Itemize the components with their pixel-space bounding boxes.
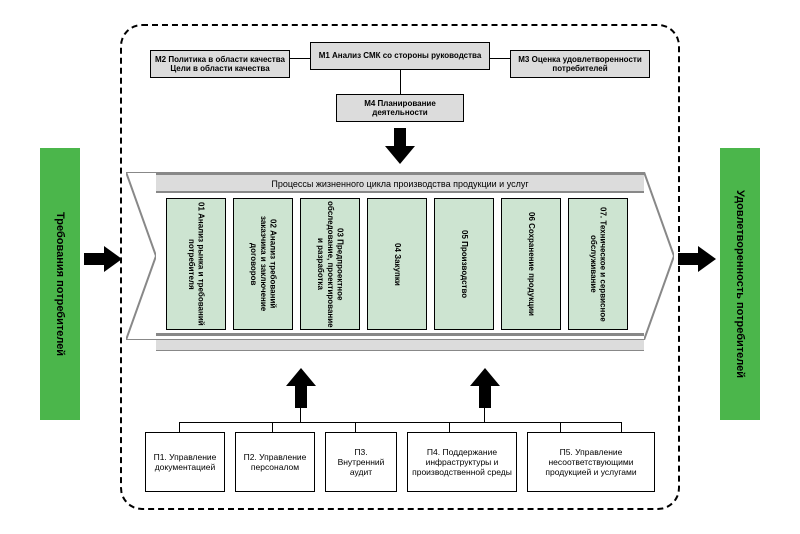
arrow-down-icon	[385, 128, 415, 164]
connector	[290, 58, 310, 59]
core-title-label: Процессы жизненного цикла производства п…	[271, 179, 528, 189]
input-bar: Требования потребителей	[40, 148, 80, 420]
box-m2: М2 Политика в области качества Цели в об…	[150, 50, 290, 78]
proc-04: 04 Закупки	[367, 198, 427, 330]
core-bottom-bar	[156, 339, 644, 351]
support-p2: П2. Управление персоналом	[235, 432, 315, 492]
input-label: Требования потребителей	[54, 212, 66, 356]
connector	[300, 408, 301, 422]
connector	[490, 58, 510, 59]
support-p1-label: П1. Управление документацией	[150, 452, 220, 472]
proc-04-label: 04 Закупки	[392, 243, 402, 286]
support-p3: П3. Внутренний аудит	[325, 432, 397, 492]
core-head	[644, 172, 674, 340]
proc-05-label: 05 Производство	[459, 230, 469, 298]
support-p5-label: П5. Управление несоответствующими продук…	[532, 447, 650, 478]
box-m1-label: М1 Анализ СМК со стороны руководства	[319, 51, 482, 60]
arrow-in-icon	[84, 246, 122, 272]
support-p1: П1. Управление документацией	[145, 432, 225, 492]
box-m4: М4 Планирование деятельности	[336, 94, 464, 122]
box-m3: М3 Оценка удовлетворенности потребителей	[510, 50, 650, 78]
proc-07-label: 07. Техническое и сервисное обслуживание	[588, 199, 607, 329]
output-label: Удовлетворенность потребителей	[734, 190, 746, 378]
support-p5: П5. Управление несоответствующими продук…	[527, 432, 655, 492]
arrow-up-icon	[470, 368, 500, 408]
support-p3-label: П3. Внутренний аудит	[330, 447, 392, 478]
proc-03-label: 03 Предпроектное обследование, проектиро…	[316, 199, 345, 329]
proc-06: 06 Сохранение продукции	[501, 198, 561, 330]
core-tail	[126, 172, 156, 340]
box-m4-label: М4 Планирование деятельности	[340, 99, 460, 117]
proc-06-label: 06 Сохранение продукции	[526, 212, 536, 316]
support-p2-label: П2. Управление персоналом	[240, 452, 310, 472]
output-bar: Удовлетворенность потребителей	[720, 148, 760, 420]
connector	[400, 70, 401, 94]
proc-02: 02 Анализ требований заказчика и заключе…	[233, 198, 293, 330]
box-m3-label: М3 Оценка удовлетворенности потребителей	[514, 55, 646, 73]
support-p4-label: П4. Поддержание инфраструктуры и произво…	[412, 447, 512, 478]
box-m2-label: М2 Политика в области качества Цели в об…	[154, 55, 286, 73]
support-rail	[179, 422, 622, 432]
core-title-bar: Процессы жизненного цикла производства п…	[156, 172, 644, 192]
support-p4: П4. Поддержание инфраструктуры и произво…	[407, 432, 517, 492]
proc-05: 05 Производство	[434, 198, 494, 330]
proc-01-label: 01 Анализ рынка и требований потребителя	[186, 199, 205, 329]
arrow-up-icon	[286, 368, 316, 408]
connector	[272, 422, 273, 432]
proc-03: 03 Предпроектное обследование, проектиро…	[300, 198, 360, 330]
proc-02-label: 02 Анализ требований заказчика и заключе…	[249, 199, 278, 329]
proc-07: 07. Техническое и сервисное обслуживание	[568, 198, 628, 330]
connector	[484, 408, 485, 422]
connector	[355, 422, 356, 432]
connector	[560, 422, 561, 432]
arrow-out-icon	[678, 246, 716, 272]
proc-01: 01 Анализ рынка и требований потребителя	[166, 198, 226, 330]
connector	[449, 422, 450, 432]
box-m1: М1 Анализ СМК со стороны руководства	[310, 42, 490, 70]
